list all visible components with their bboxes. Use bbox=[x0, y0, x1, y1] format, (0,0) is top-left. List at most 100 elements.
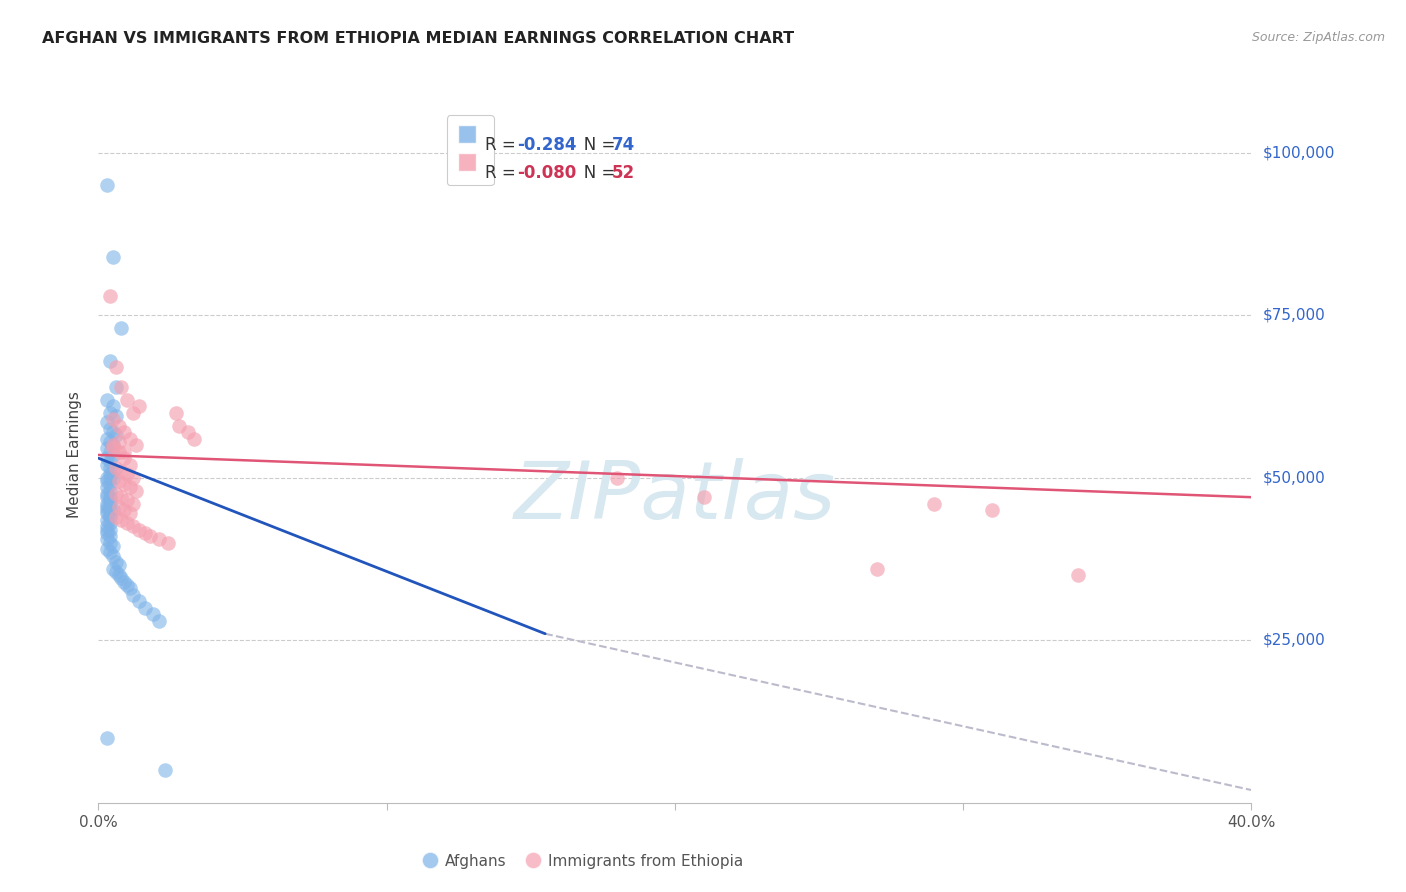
Point bbox=[107, 434, 129, 449]
Point bbox=[104, 565, 127, 579]
Point bbox=[148, 533, 170, 547]
Point bbox=[122, 497, 145, 511]
Point bbox=[981, 503, 1004, 517]
Point bbox=[96, 519, 118, 533]
Point bbox=[101, 442, 124, 456]
Point bbox=[101, 438, 124, 452]
Point bbox=[101, 399, 124, 413]
Point bbox=[101, 471, 124, 485]
Point bbox=[183, 432, 205, 446]
Point bbox=[98, 493, 121, 508]
Point bbox=[101, 539, 124, 553]
Point bbox=[101, 503, 124, 517]
Point bbox=[96, 451, 118, 466]
Point bbox=[110, 321, 132, 335]
Point bbox=[98, 434, 121, 449]
Point bbox=[117, 578, 138, 592]
Text: $25,000: $25,000 bbox=[1263, 632, 1326, 648]
Point bbox=[122, 588, 145, 602]
Point bbox=[117, 467, 138, 482]
Point bbox=[110, 572, 132, 586]
Point bbox=[96, 731, 118, 745]
Point bbox=[134, 600, 156, 615]
Point bbox=[120, 581, 142, 595]
Point bbox=[107, 444, 129, 458]
Point bbox=[96, 513, 118, 527]
Legend: Afghans, Immigrants from Ethiopia: Afghans, Immigrants from Ethiopia bbox=[416, 848, 749, 875]
Point bbox=[922, 497, 945, 511]
Point bbox=[98, 483, 121, 498]
Point bbox=[96, 525, 118, 540]
Text: 52: 52 bbox=[612, 164, 634, 182]
Point bbox=[96, 458, 118, 472]
Point bbox=[98, 353, 121, 368]
Point bbox=[122, 519, 145, 533]
Point bbox=[128, 399, 150, 413]
Point bbox=[128, 523, 150, 537]
Point bbox=[117, 392, 138, 407]
Point bbox=[101, 438, 124, 452]
Point bbox=[107, 474, 129, 488]
Point bbox=[98, 516, 121, 531]
Point bbox=[98, 422, 121, 436]
Point bbox=[104, 428, 127, 442]
Text: $75,000: $75,000 bbox=[1263, 308, 1326, 323]
Text: 74: 74 bbox=[612, 136, 634, 154]
Point bbox=[693, 490, 716, 504]
Point bbox=[120, 507, 142, 521]
Point bbox=[96, 178, 118, 192]
Point bbox=[104, 379, 127, 393]
Point bbox=[98, 523, 121, 537]
Point bbox=[125, 483, 148, 498]
Point bbox=[98, 471, 121, 485]
Point bbox=[104, 360, 127, 375]
Point bbox=[96, 523, 118, 537]
Point bbox=[98, 503, 121, 517]
Y-axis label: Median Earnings: Median Earnings bbox=[67, 392, 83, 518]
Point bbox=[98, 545, 121, 559]
Point bbox=[96, 432, 118, 446]
Point bbox=[98, 288, 121, 302]
Point bbox=[96, 442, 118, 456]
Point bbox=[104, 509, 127, 524]
Point bbox=[98, 454, 121, 468]
Point bbox=[112, 574, 135, 589]
Point bbox=[104, 487, 127, 501]
Point bbox=[107, 500, 129, 514]
Point bbox=[98, 535, 121, 549]
Point bbox=[112, 503, 135, 517]
Point bbox=[98, 497, 121, 511]
Point bbox=[98, 444, 121, 458]
Point bbox=[96, 392, 118, 407]
Point bbox=[96, 500, 118, 514]
Point bbox=[107, 558, 129, 573]
Point bbox=[110, 379, 132, 393]
Point bbox=[101, 250, 124, 264]
Text: N =: N = bbox=[568, 136, 620, 154]
Point bbox=[110, 490, 132, 504]
Point bbox=[98, 477, 121, 491]
Point bbox=[125, 438, 148, 452]
Point bbox=[101, 448, 124, 462]
Point bbox=[128, 594, 150, 608]
Point bbox=[112, 425, 135, 439]
Text: -0.284: -0.284 bbox=[517, 136, 576, 154]
Point bbox=[98, 490, 121, 504]
Point bbox=[96, 490, 118, 504]
Point bbox=[866, 562, 889, 576]
Point bbox=[101, 562, 124, 576]
Point bbox=[104, 409, 127, 423]
Text: $50,000: $50,000 bbox=[1263, 470, 1326, 485]
Text: R =: R = bbox=[485, 136, 520, 154]
Point bbox=[96, 497, 118, 511]
Text: AFGHAN VS IMMIGRANTS FROM ETHIOPIA MEDIAN EARNINGS CORRELATION CHART: AFGHAN VS IMMIGRANTS FROM ETHIOPIA MEDIA… bbox=[42, 31, 794, 46]
Text: N =: N = bbox=[568, 164, 620, 182]
Point bbox=[96, 474, 118, 488]
Point bbox=[112, 451, 135, 466]
Point bbox=[96, 471, 118, 485]
Point bbox=[98, 509, 121, 524]
Point bbox=[101, 425, 124, 439]
Point bbox=[153, 764, 176, 778]
Point bbox=[120, 480, 142, 494]
Point bbox=[139, 529, 162, 543]
